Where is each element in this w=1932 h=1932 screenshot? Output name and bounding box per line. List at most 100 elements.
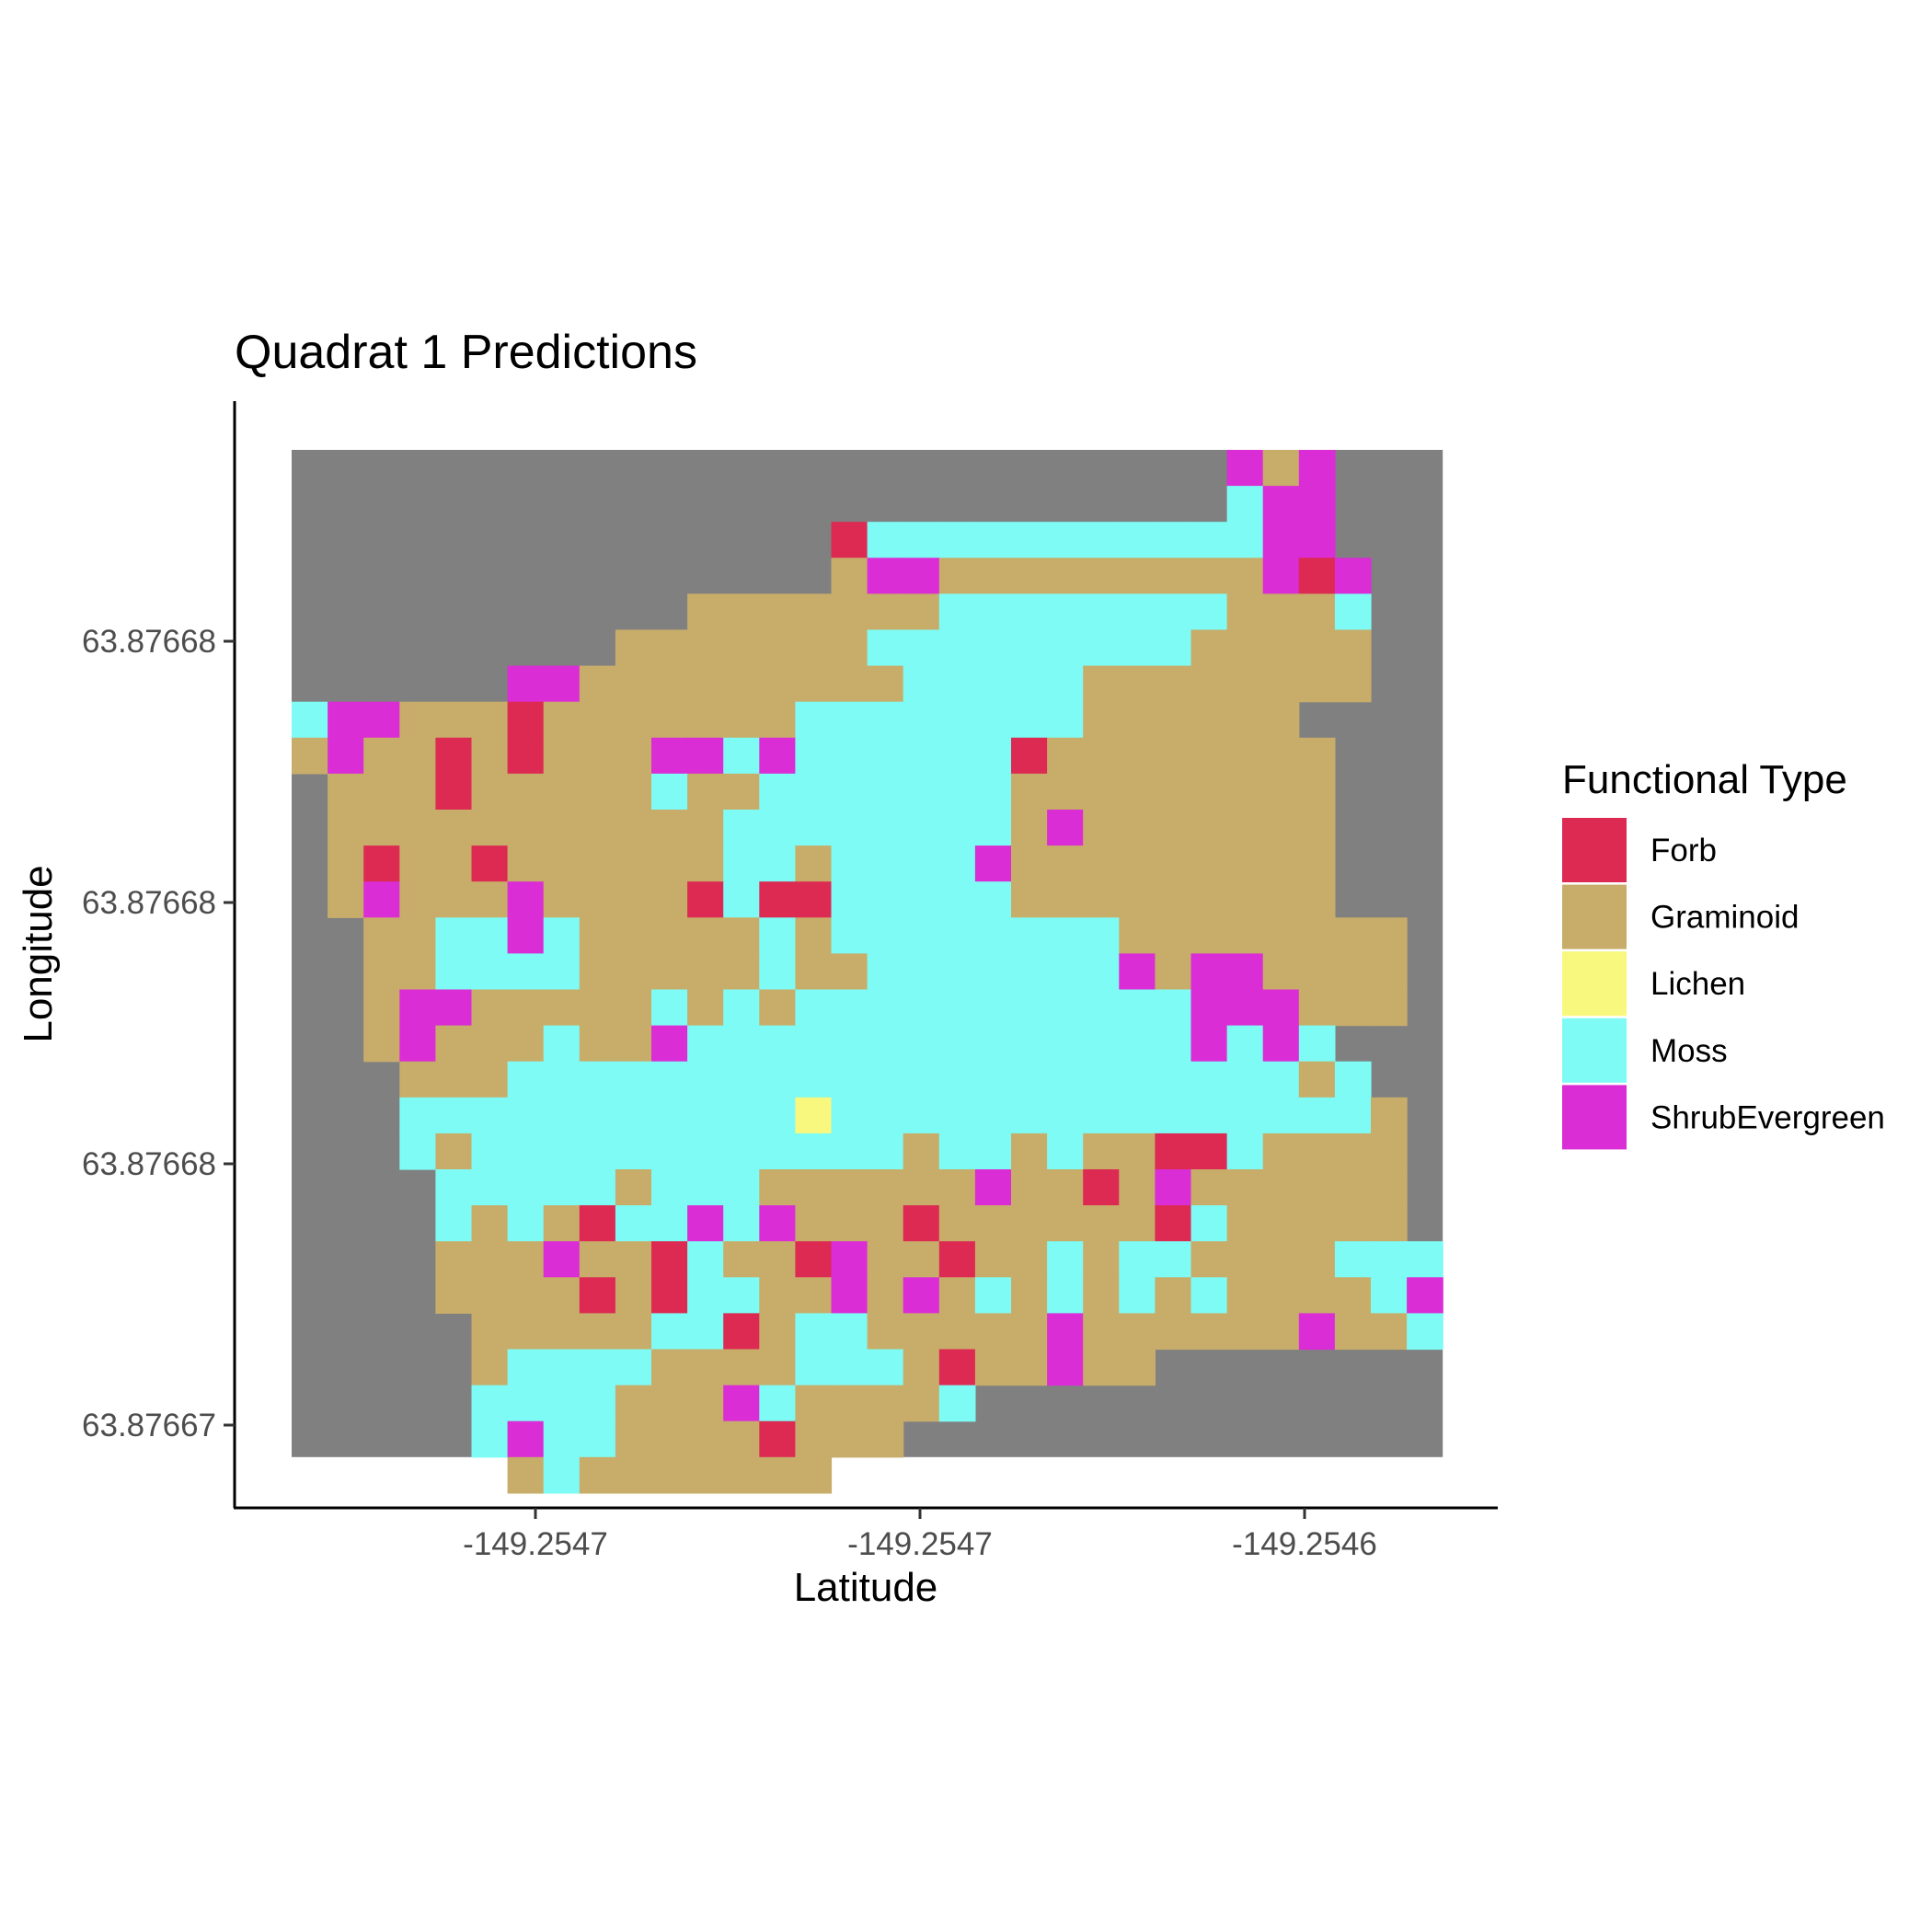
heatmap-cell [723,1241,760,1278]
heatmap-cell [867,917,904,954]
heatmap-cell [759,1241,796,1278]
heatmap-cell [867,1241,904,1278]
legend-label: ShrubEvergreen [1650,1099,1885,1135]
heatmap-cell [543,1133,581,1170]
heatmap-cell [292,701,328,739]
heatmap-cell [615,1169,652,1206]
heatmap-cell [507,810,545,846]
heatmap-cell [974,629,1012,667]
heatmap-cell [651,1420,688,1458]
heatmap-cell [723,665,760,703]
heatmap-cell [1011,701,1048,739]
heatmap-cell [974,989,1012,1027]
heatmap-cell [867,1061,904,1098]
heatmap-cell [1047,558,1084,594]
heatmap-cell [435,1133,473,1170]
heatmap-cell [974,881,1012,918]
heatmap-cell [974,1061,1012,1098]
heatmap-cell [723,1313,760,1351]
heatmap-cell [435,1025,473,1063]
heatmap-cell [1047,1277,1084,1314]
heatmap-cell [1047,1133,1084,1170]
heatmap-cell [759,737,796,775]
heatmap-cell [1119,737,1156,775]
heatmap-cell [1155,953,1192,991]
heatmap-cell [1047,810,1084,846]
heatmap-cell [1371,953,1408,991]
heatmap-cell [1155,522,1192,558]
heatmap-cell [903,1205,940,1242]
x-axis-title: Latitude [794,1565,938,1610]
heatmap-cell [1262,773,1300,811]
heatmap-cell [1226,486,1264,523]
heatmap-cell [615,1420,652,1458]
heatmap-cell [831,845,868,882]
heatmap-cell [1298,522,1336,558]
heatmap-cell [1083,522,1120,558]
heatmap-cell [867,773,904,811]
heatmap-cell [1298,486,1336,523]
heatmap-cell [507,1097,545,1134]
heatmap-cell [471,737,509,775]
heatmap-cell [328,773,364,811]
heatmap-cell [579,1061,616,1098]
heatmap-cell [1155,1061,1192,1098]
heatmap-cell [543,665,581,703]
heatmap-cell [867,1277,904,1314]
heatmap-cell [507,989,545,1027]
y-axis-title: Longitude [16,865,61,1042]
heatmap-cell [795,773,833,811]
legend-key-forb [1562,818,1627,882]
heatmap-cells [292,450,1443,1494]
heatmap-cell [687,737,724,775]
heatmap-cell [938,629,976,667]
heatmap-cell [1190,917,1228,954]
heatmap-cell [1262,917,1300,954]
heatmap-cell [363,881,400,918]
heatmap-cell [974,665,1012,703]
heatmap-cell [867,881,904,918]
heatmap-cell [974,1241,1012,1278]
heatmap-cell [435,737,473,775]
heatmap-cell [1298,917,1336,954]
heatmap-cell [1083,737,1120,775]
heatmap-cell [1407,1241,1443,1278]
heatmap-cell [831,1133,868,1170]
heatmap-cell [867,1385,904,1422]
heatmap-cell [507,1133,545,1170]
heatmap-cell [1083,881,1120,918]
heatmap-cell [1083,701,1120,739]
heatmap-cell [1262,881,1300,918]
heatmap-cell [687,1169,724,1206]
heatmap-cell [867,1133,904,1170]
heatmap-cell [1011,1313,1048,1351]
heatmap-cell [543,845,581,882]
heatmap-cell [1190,522,1228,558]
heatmap-cell [1298,450,1336,487]
heatmap-cell [1262,989,1300,1027]
heatmap-cell [974,810,1012,846]
heatmap-cell [1047,665,1084,703]
heatmap-cell [615,953,652,991]
heatmap-cell [831,558,868,594]
heatmap-cell [471,1205,509,1242]
heatmap-cell [1371,1133,1408,1170]
heatmap-cell [1334,953,1372,991]
heatmap-cell [867,1349,904,1386]
heatmap-cell [1226,953,1264,991]
heatmap-cell [687,1205,724,1242]
heatmap-cell [363,953,400,991]
heatmap-cell [507,917,545,954]
heatmap-cell [1119,1277,1156,1314]
heatmap-cell [328,701,364,739]
heatmap-cell [507,1349,545,1386]
heatmap-cell [399,1133,436,1170]
heatmap-cell [938,558,976,594]
heatmap-cell [759,1061,796,1098]
heatmap-cell [579,989,616,1027]
heatmap-cell [651,917,688,954]
heatmap-cell [1083,1133,1120,1170]
heatmap-cell [615,701,652,739]
heatmap-cell [938,1025,976,1063]
heatmap-cell [1011,810,1048,846]
